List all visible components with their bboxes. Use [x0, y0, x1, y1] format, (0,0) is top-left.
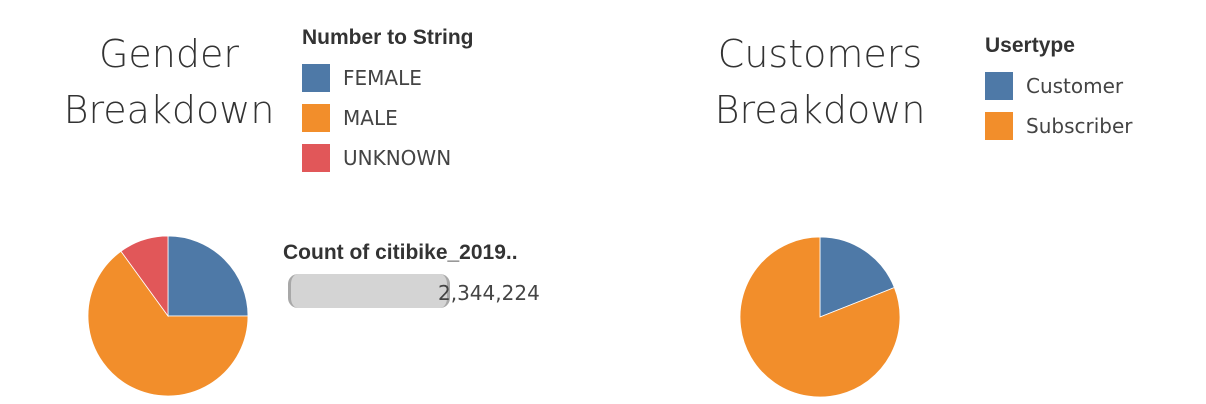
gender-pie-chart[interactable] — [88, 236, 248, 396]
legend-label-female: FEMALE — [343, 66, 422, 90]
legend-label-male: MALE — [343, 106, 398, 130]
legend-swatch-subscriber — [985, 112, 1013, 140]
pie-slice-unknown[interactable] — [120, 236, 169, 318]
legend-item-male[interactable]: MALE — [302, 104, 474, 132]
legend-label-subscriber: Subscriber — [1026, 114, 1133, 138]
pie-slice-female[interactable] — [167, 236, 248, 317]
count-kpi-bar[interactable] — [288, 274, 450, 308]
legend-label-customer: Customer — [1026, 74, 1124, 98]
gender-title-line1: Gender — [98, 32, 240, 76]
legend-item-customer[interactable]: Customer — [985, 72, 1132, 100]
pie-slice-male[interactable] — [88, 250, 248, 396]
count-kpi-title: Count of citibike_2019.. — [283, 241, 518, 264]
legend-swatch-female — [302, 64, 330, 92]
gender-chart-title: Gender Breakdown — [50, 26, 288, 138]
customers-title-line1: Customers — [717, 32, 923, 76]
legend-swatch-male — [302, 104, 330, 132]
legend-label-unknown: UNKNOWN — [343, 146, 452, 170]
customers-title-line2: Breakdown — [714, 88, 926, 132]
pie-slice-customer[interactable] — [819, 237, 895, 318]
usertype-legend: Usertype Customer Subscriber — [985, 34, 1132, 152]
pie-slice-subscriber[interactable] — [740, 237, 900, 397]
legend-item-female[interactable]: FEMALE — [302, 64, 474, 92]
gender-legend-title: Number to String — [302, 26, 474, 49]
legend-swatch-customer — [985, 72, 1013, 100]
legend-item-subscriber[interactable]: Subscriber — [985, 112, 1132, 140]
gender-title-line2: Breakdown — [63, 88, 275, 132]
count-kpi-value: 2,344,224 — [438, 281, 540, 305]
usertype-legend-title: Usertype — [985, 34, 1075, 57]
gender-legend: Number to String FEMALE MALE UNKNOWN — [302, 26, 474, 184]
legend-item-unknown[interactable]: UNKNOWN — [302, 144, 474, 172]
customers-chart-title: Customers Breakdown — [694, 26, 946, 138]
customers-pie-chart[interactable] — [740, 237, 900, 397]
legend-swatch-unknown — [302, 144, 330, 172]
